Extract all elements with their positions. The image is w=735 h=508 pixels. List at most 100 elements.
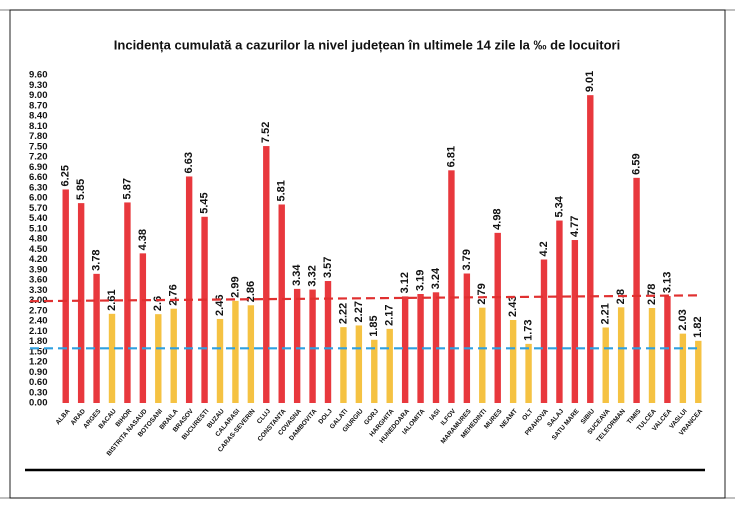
data-label: 2.21 <box>600 303 612 324</box>
data-label: 3.19 <box>414 270 426 291</box>
y-tick-label: 9.00 <box>29 90 48 101</box>
y-tick-label: 0.30 <box>29 387 48 398</box>
y-tick-label: 1.80 <box>29 336 48 347</box>
y-tick-label: 0.90 <box>29 367 48 378</box>
data-label: 5.34 <box>553 195 565 217</box>
bar <box>509 319 517 403</box>
x-tick-label: IASI <box>428 408 442 422</box>
data-label: 2.46 <box>214 295 226 316</box>
bar <box>448 170 455 403</box>
data-label: 1.73 <box>522 319 534 340</box>
y-tick-label: 5.10 <box>29 223 48 234</box>
data-label: 4.38 <box>137 229 149 250</box>
bar <box>232 300 239 403</box>
bar <box>494 232 501 403</box>
bar <box>293 288 301 403</box>
bar <box>155 314 162 403</box>
data-label: 3.13 <box>661 272 673 293</box>
y-tick-label: 7.50 <box>29 141 48 152</box>
bar <box>648 308 656 403</box>
bar <box>309 289 316 403</box>
y-tick-label: 0.60 <box>29 377 48 388</box>
bar <box>93 273 100 403</box>
data-label: 3.32 <box>306 265 318 286</box>
data-label: 5.45 <box>198 192 210 213</box>
bar <box>679 333 687 403</box>
y-tick-label: 7.80 <box>29 131 48 142</box>
bar <box>201 216 208 403</box>
y-tick-label: 8.40 <box>29 111 48 122</box>
y-tick-label: 8.10 <box>29 121 48 132</box>
bar <box>247 305 255 403</box>
bar <box>263 146 270 404</box>
data-label: 2.17 <box>384 304 396 325</box>
y-tick-label: 5.40 <box>29 213 48 224</box>
chart-title: Incidența cumulată a cazurilor la nivel … <box>114 37 620 52</box>
data-label: 3.24 <box>430 267 442 289</box>
bar <box>664 296 671 403</box>
y-tick-label: 8.70 <box>29 100 48 111</box>
data-label: 1.82 <box>692 316 704 337</box>
data-label: 2.03 <box>677 309 689 330</box>
bar <box>355 325 363 403</box>
bar <box>340 327 347 403</box>
y-tick-label: 0.00 <box>29 398 48 409</box>
y-tick-label: 6.60 <box>29 172 48 183</box>
data-label: 2.99 <box>229 276 241 297</box>
data-label: 4.98 <box>492 208 504 229</box>
y-tick-label: 9.30 <box>29 80 48 91</box>
bar <box>124 202 131 403</box>
data-label: 3.34 <box>291 264 303 286</box>
bar <box>62 189 69 403</box>
y-tick-label: 3.30 <box>29 285 48 296</box>
bar <box>185 176 193 403</box>
y-tick-label: 1.20 <box>29 357 48 368</box>
bar <box>479 307 486 403</box>
data-label: 2.22 <box>337 303 349 324</box>
data-label: 2.79 <box>476 283 488 304</box>
data-label: 3.79 <box>461 249 473 270</box>
bar <box>77 203 85 403</box>
y-tick-label: 6.90 <box>29 162 48 173</box>
y-tick-label: 3.90 <box>29 264 48 275</box>
bar <box>617 307 625 403</box>
bar <box>633 177 640 403</box>
bar <box>587 95 594 404</box>
data-label: 5.81 <box>276 180 288 201</box>
data-label: 4.77 <box>569 216 581 237</box>
bar <box>401 296 409 403</box>
y-tick-label: 2.40 <box>29 316 48 327</box>
data-label: 4.2 <box>538 241 550 256</box>
data-label: 7.52 <box>260 122 272 143</box>
data-label: 2.61 <box>106 289 118 310</box>
bar <box>371 339 378 403</box>
bar <box>170 308 177 403</box>
bar <box>540 259 548 403</box>
y-tick-label: 4.80 <box>29 234 48 245</box>
data-label: 2.6 <box>152 296 164 311</box>
y-tick-label: 2.70 <box>29 305 48 316</box>
y-tick-label: 2.10 <box>29 326 48 337</box>
y-tick-label: 5.70 <box>29 203 48 214</box>
bar <box>602 327 609 403</box>
bar <box>139 253 147 403</box>
bar <box>324 281 332 403</box>
y-tick-label: 6.00 <box>29 193 48 204</box>
data-label: 3.12 <box>399 272 411 293</box>
y-tick-label: 4.20 <box>29 254 48 265</box>
bar <box>556 220 563 403</box>
bar <box>695 340 702 403</box>
data-label: 6.59 <box>630 153 642 174</box>
data-label: 6.81 <box>445 146 457 167</box>
y-tick-label: 7.20 <box>29 152 48 163</box>
data-label: 3.57 <box>322 257 334 278</box>
data-label: 6.63 <box>183 152 195 173</box>
bar <box>417 294 424 403</box>
bar <box>386 328 393 403</box>
data-label: 1.85 <box>368 315 380 336</box>
data-label: 2.76 <box>168 284 180 305</box>
data-label: 2.86 <box>245 281 257 302</box>
y-tick-label: 6.30 <box>29 182 48 193</box>
